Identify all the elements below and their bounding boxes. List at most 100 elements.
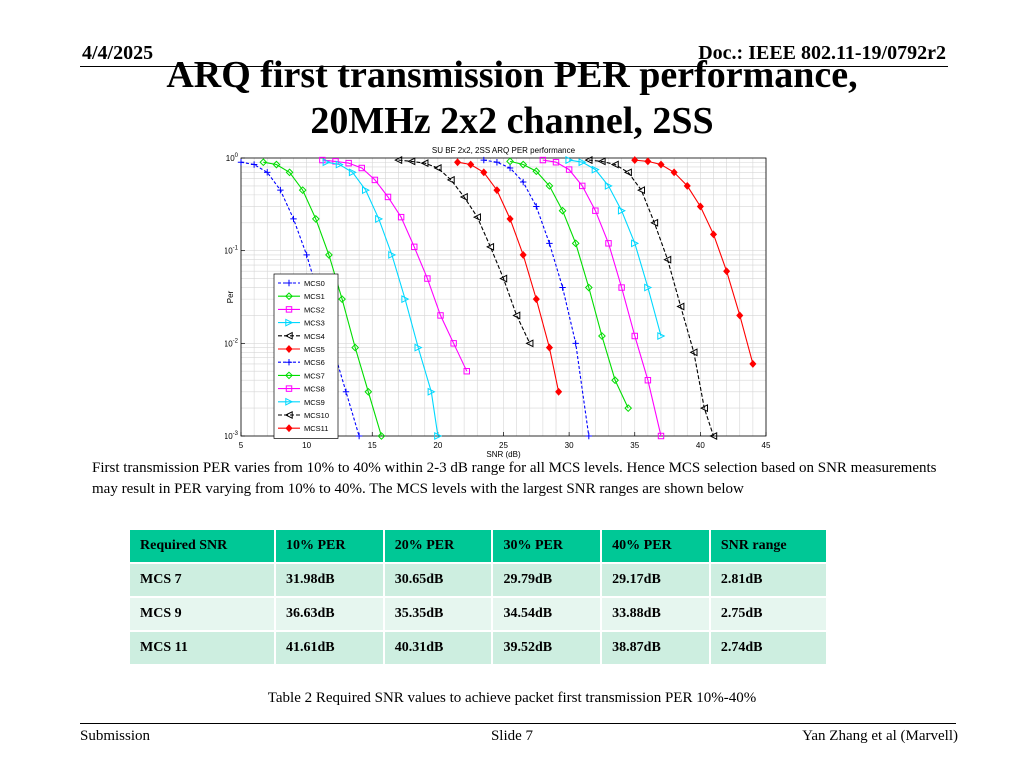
data-point-mcs1 (351, 343, 360, 352)
data-point-mcs10 (636, 186, 646, 195)
table-cell: 36.63dB (276, 598, 383, 630)
x-tick-label: 25 (499, 441, 508, 450)
data-point-mcs0 (264, 169, 271, 176)
table-cell: 33.88dB (602, 598, 709, 630)
data-point-mcs6 (493, 159, 501, 166)
table-cell: 35.35dB (384, 598, 492, 630)
data-point-mcs0 (277, 186, 284, 194)
table-cell: 29.17dB (602, 564, 709, 596)
data-point-mcs6 (585, 432, 593, 440)
y-tick-label: 100 (226, 153, 239, 163)
data-point-mcs0 (355, 432, 363, 440)
data-point-mcs2 (450, 340, 457, 347)
data-point-mcs3 (375, 214, 384, 223)
data-point-mcs3 (434, 431, 443, 441)
table-cell: 29.79dB (493, 564, 601, 596)
table-cell: 2.74dB (710, 632, 826, 664)
x-tick-label: 5 (239, 441, 244, 450)
data-point-mcs11 (683, 181, 691, 190)
data-point-mcs9 (631, 239, 640, 248)
table-cell: 41.61dB (276, 632, 383, 664)
data-point-mcs1 (364, 387, 373, 396)
data-point-mcs4 (407, 157, 416, 166)
data-point-mcs4 (472, 213, 481, 222)
data-point-mcs6 (559, 284, 566, 291)
data-point-mcs3 (322, 158, 331, 167)
series-line-mcs4 (398, 159, 531, 344)
data-point-mcs1 (285, 168, 294, 177)
series-line-mcs1 (263, 161, 382, 437)
legend-marker-mcs5 (285, 345, 293, 353)
legend-label-mcs4: MCS4 (304, 332, 325, 341)
data-point-mcs8 (565, 166, 573, 173)
data-point-mcs2 (411, 243, 418, 251)
data-point-mcs7 (532, 167, 541, 176)
data-point-mcs0 (303, 251, 310, 259)
table-cell: 40.31dB (384, 632, 492, 664)
data-point-mcs8 (631, 332, 638, 340)
y-tick-label: 10-3 (225, 431, 239, 441)
data-point-mcs9 (604, 181, 613, 190)
data-point-mcs9 (657, 331, 666, 341)
data-point-mcs3 (348, 168, 357, 177)
data-point-mcs8 (579, 182, 586, 190)
data-point-mcs4 (486, 242, 495, 251)
legend-marker-mcs0 (285, 279, 293, 287)
series-line-mcs9 (569, 159, 662, 337)
x-tick-label: 30 (565, 441, 574, 450)
series-line-mcs7 (509, 160, 629, 409)
legend-marker-mcs2 (285, 306, 293, 313)
data-point-mcs0 (237, 159, 245, 166)
snr-table: Required SNR 10% PER 20% PER 30% PER 40%… (128, 528, 828, 666)
data-point-mcs5 (519, 250, 527, 259)
legend-label-mcs11: MCS11 (304, 424, 328, 433)
table-header-cell: 30% PER (493, 530, 601, 562)
data-point-mcs7 (506, 157, 514, 166)
data-point-mcs1 (377, 432, 386, 440)
table-header-cell: 40% PER (602, 530, 709, 562)
legend-marker-mcs1 (285, 292, 293, 301)
table-header-cell: SNR range (710, 530, 826, 562)
data-point-mcs4 (433, 163, 442, 173)
footer-divider (80, 723, 956, 724)
per-chart: 5 10 15 20 25 30 35 40 45 100 10-1 10-2 10-3 SU BF 2x… (225, 146, 771, 459)
header-divider (80, 66, 948, 67)
footer-author: Yan Zhang et al (Marvell) (802, 728, 958, 744)
caption-text: First transmission PER varies from 10% t… (92, 460, 937, 497)
chart-legend (273, 273, 339, 439)
legend-label-mcs0: MCS0 (304, 279, 325, 288)
legend-label-mcs3: MCS3 (304, 319, 325, 328)
data-point-mcs9 (591, 165, 600, 174)
data-point-mcs6 (572, 340, 579, 347)
data-point-mcs0 (250, 161, 258, 168)
data-point-mcs7 (545, 181, 554, 190)
data-point-mcs8 (539, 156, 547, 164)
legend-marker-mcs11 (285, 424, 293, 433)
data-point-mcs5 (532, 295, 540, 304)
table-cell: 2.75dB (710, 598, 826, 630)
data-point-mcs10 (597, 157, 606, 166)
table-cell: 38.87dB (602, 632, 709, 664)
data-point-mcs3 (361, 186, 371, 195)
data-point-mcs11 (709, 230, 718, 239)
legend-marker-mcs8 (285, 385, 293, 392)
data-point-mcs1 (325, 250, 333, 259)
data-point-mcs1 (311, 215, 320, 223)
y-tick-label: 10-1 (225, 246, 239, 256)
data-point-mcs9 (617, 206, 626, 215)
x-axis-label: SNR (dB) (486, 450, 521, 459)
data-point-mcs5 (506, 214, 514, 223)
data-point-mcs6 (519, 178, 527, 186)
legend-marker-mcs7 (285, 371, 293, 380)
data-point-mcs11 (749, 359, 757, 368)
data-point-mcs3 (427, 387, 436, 396)
footer-submission: Submission (80, 728, 151, 744)
y-axis-label: Per (226, 290, 235, 303)
data-point-mcs8 (644, 376, 652, 384)
data-point-mcs4 (420, 159, 429, 168)
data-point-mcs4 (446, 175, 455, 184)
data-point-mcs11 (657, 160, 665, 169)
data-point-mcs10 (699, 404, 709, 413)
data-point-mcs2 (345, 159, 352, 167)
legend-marker-mcs10 (284, 410, 293, 420)
